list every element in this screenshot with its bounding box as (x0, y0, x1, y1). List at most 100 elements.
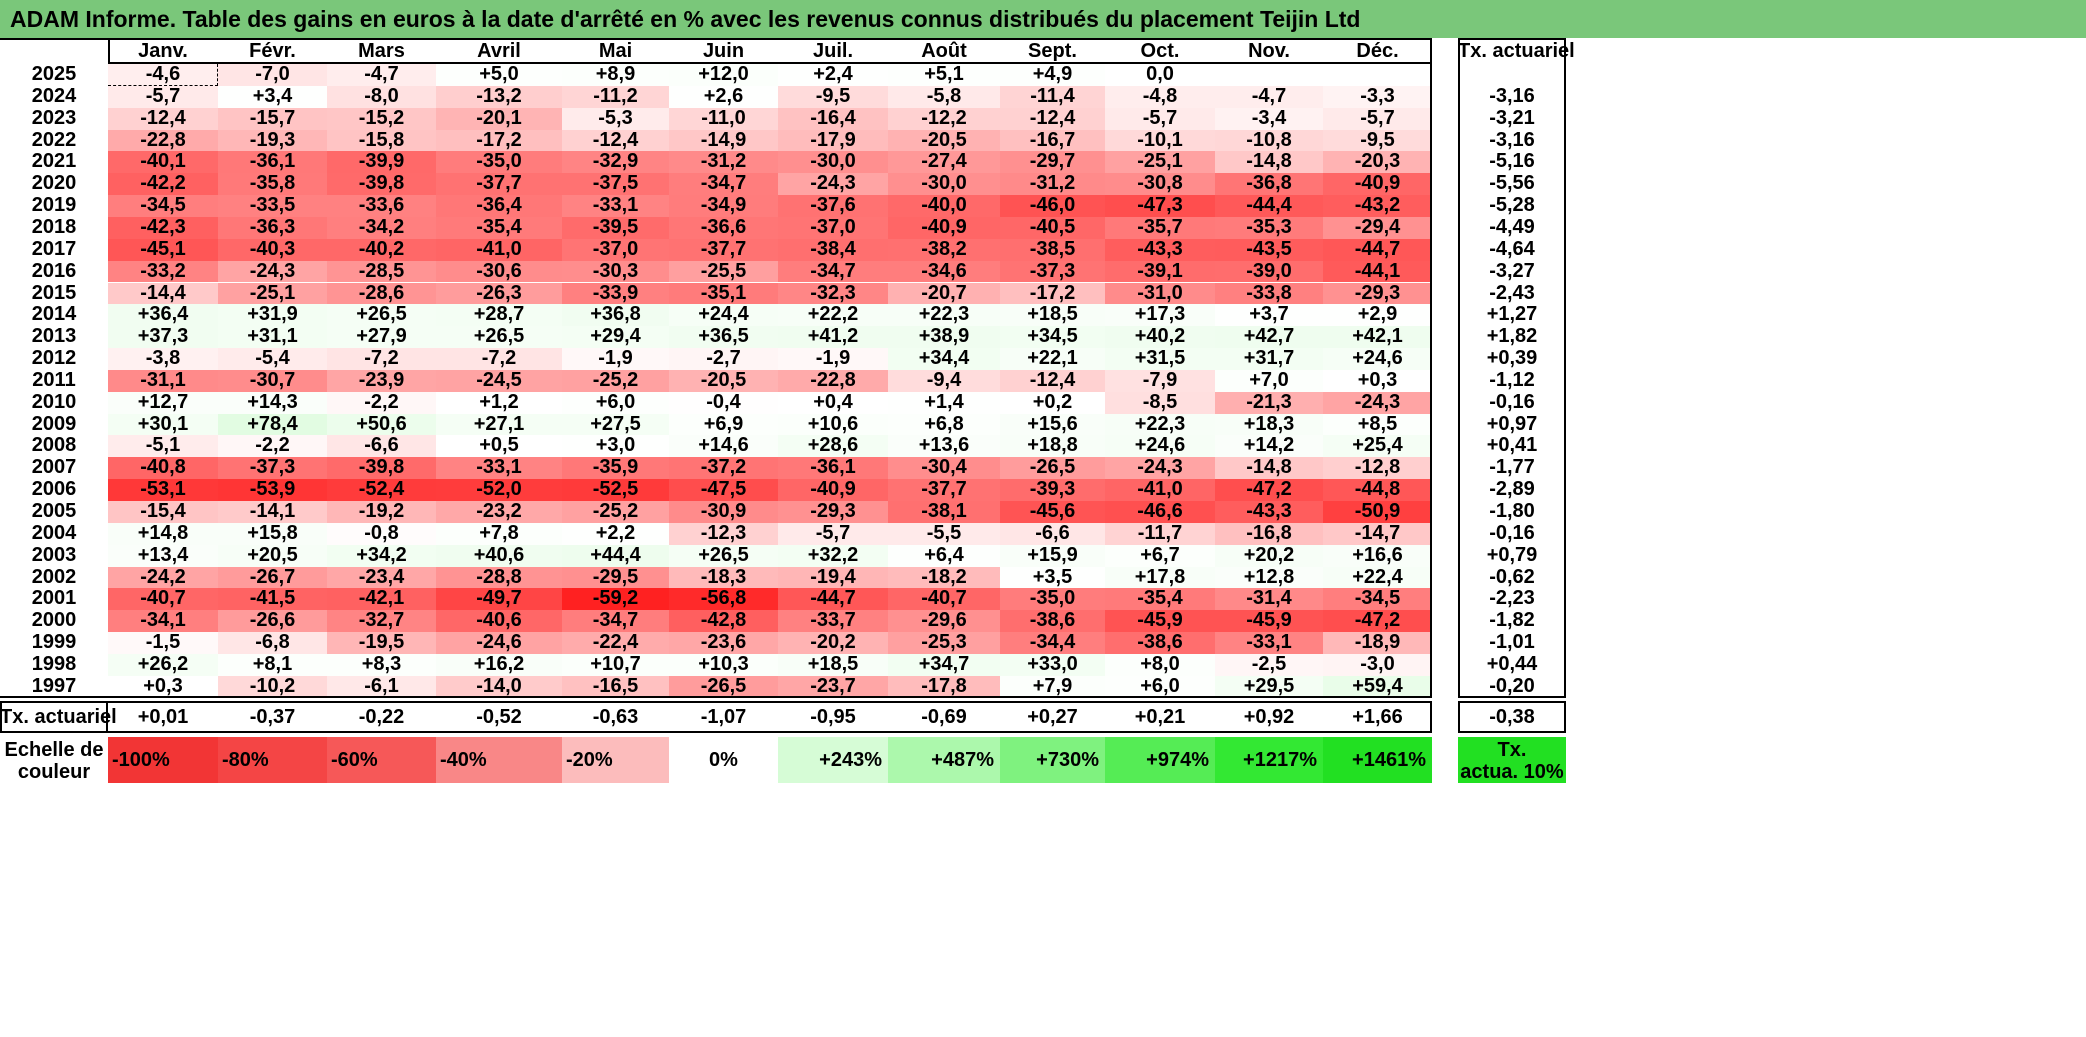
table-cell: -40,0 (888, 194, 1000, 217)
table-cell: -34,7 (778, 260, 888, 283)
table-cell: -7,9 (1105, 369, 1215, 392)
actuarial-cell: -0,20 (1489, 674, 1535, 697)
table-cell: -20,5 (669, 369, 778, 392)
table-cell: -24,5 (436, 369, 562, 392)
table-cell: -15,4 (108, 500, 218, 523)
table-cell: +16,6 (1323, 544, 1432, 567)
table-cell: -49,7 (436, 588, 562, 611)
table-cell: -2,2 (218, 435, 327, 458)
footer-cell: -0,37 (249, 705, 296, 728)
table-cell: -32,7 (327, 609, 436, 633)
table-cell: -2,7 (669, 347, 778, 370)
actuarial-cell: -1,12 (1489, 368, 1535, 391)
table-cell: -18,3 (669, 566, 778, 589)
actuarial-cell: -4,49 (1489, 215, 1535, 238)
table-cell: +18,8 (1000, 435, 1105, 458)
table-cell: -53,9 (218, 478, 327, 501)
actuarial-cell: -3,27 (1489, 259, 1535, 282)
table-cell: +12,7 (108, 391, 218, 414)
actuarial-cell: -1,01 (1489, 631, 1535, 654)
year-label: 2000 (31, 609, 77, 632)
table-cell: -3,0 (1323, 653, 1432, 676)
table-cell: +14,3 (218, 391, 327, 414)
table-cell: -5,7 (1105, 107, 1215, 130)
table-cell: -14,0 (436, 675, 562, 698)
table-cell: -1,9 (778, 347, 888, 370)
year-label: 2002 (31, 565, 77, 588)
table-cell: +6,0 (562, 391, 669, 414)
table-cell: +7,9 (1000, 675, 1105, 698)
scale-rate-swatch: Tx. actua. 10% (1458, 736, 1566, 783)
table-cell: -45,9 (1105, 609, 1215, 633)
table-cell: +7,8 (436, 522, 562, 545)
table-cell: +22,2 (778, 303, 888, 327)
table-cell: -35,9 (562, 456, 669, 480)
actuarial-cell: -1,77 (1489, 456, 1535, 479)
table-cell: +3,7 (1215, 303, 1323, 327)
table-cell: -25,3 (888, 631, 1000, 654)
table-cell: -28,6 (327, 282, 436, 305)
selected-cell-marker[interactable] (108, 64, 218, 86)
table-cell: +14,2 (1215, 435, 1323, 458)
table-cell (1215, 64, 1323, 86)
table-cell: -14,7 (1323, 522, 1432, 545)
table-cell: -15,2 (327, 107, 436, 130)
table-cell (1323, 64, 1432, 86)
footer-cell: -0,22 (358, 705, 405, 728)
actuarial-cell: -2,43 (1489, 281, 1535, 304)
table-cell: -9,5 (778, 85, 888, 108)
table-cell: -44,1 (1323, 260, 1432, 283)
footer-rate: -0,38 (1489, 705, 1535, 728)
table-cell: -17,9 (778, 129, 888, 152)
table-cell: +18,5 (778, 653, 888, 676)
table-cell: +1,2 (436, 391, 562, 414)
table-cell: -1,5 (108, 631, 218, 654)
table-cell: -39,8 (327, 172, 436, 196)
table-cell: -47,3 (1105, 194, 1215, 217)
table-cell: +4,9 (1000, 63, 1105, 86)
table-cell: -37,7 (888, 478, 1000, 501)
table-cell: +25,4 (1323, 435, 1432, 458)
month-header: Janv. (138, 40, 188, 62)
table-cell: +59,4 (1323, 675, 1432, 698)
table-cell: -4,7 (1215, 85, 1323, 108)
table-cell: +10,6 (778, 413, 888, 436)
table-cell: -29,3 (778, 500, 888, 523)
table-cell: -15,7 (218, 107, 327, 130)
month-header: Juil. (812, 40, 853, 62)
table-cell: -5,1 (108, 435, 218, 458)
table-cell: -43,3 (1215, 500, 1323, 523)
table-cell: -29,4 (1323, 216, 1432, 239)
year-label: 2004 (31, 521, 77, 544)
table-cell: +41,2 (778, 325, 888, 349)
table-cell: +6,8 (888, 413, 1000, 436)
table-cell: -5,7 (778, 522, 888, 545)
table-cell: -17,8 (888, 675, 1000, 698)
table-cell: -44,8 (1323, 478, 1432, 501)
table-cell: -59,2 (562, 588, 669, 611)
table-cell: -21,3 (1215, 391, 1323, 414)
table-cell: +20,2 (1215, 544, 1323, 567)
footer-cell: -0,95 (810, 705, 856, 728)
table-cell: -47,2 (1215, 478, 1323, 501)
table-cell: -12,4 (108, 107, 218, 130)
table-cell: +3,5 (1000, 566, 1105, 589)
table-cell: +78,4 (218, 413, 327, 436)
table-cell: -53,1 (108, 478, 218, 501)
table-cell: -52,5 (562, 478, 669, 501)
year-label: 2023 (31, 106, 77, 129)
footer-cell: -1,07 (700, 705, 747, 728)
table-cell: -36,8 (1215, 172, 1323, 196)
table-cell: -35,8 (218, 172, 327, 196)
table-cell: -47,5 (669, 478, 778, 501)
table-cell: -36,4 (436, 194, 562, 217)
actuarial-cell: -4,64 (1489, 237, 1535, 260)
table-cell: -52,4 (327, 478, 436, 501)
table-cell: +26,5 (436, 325, 562, 349)
actuarial-cell: -3,16 (1489, 84, 1535, 107)
year-label: 2005 (31, 500, 77, 522)
year-label: 2024 (31, 84, 77, 107)
table-cell: -40,1 (108, 151, 218, 174)
table-cell: +6,7 (1105, 544, 1215, 567)
table-cell: -25,1 (218, 282, 327, 305)
